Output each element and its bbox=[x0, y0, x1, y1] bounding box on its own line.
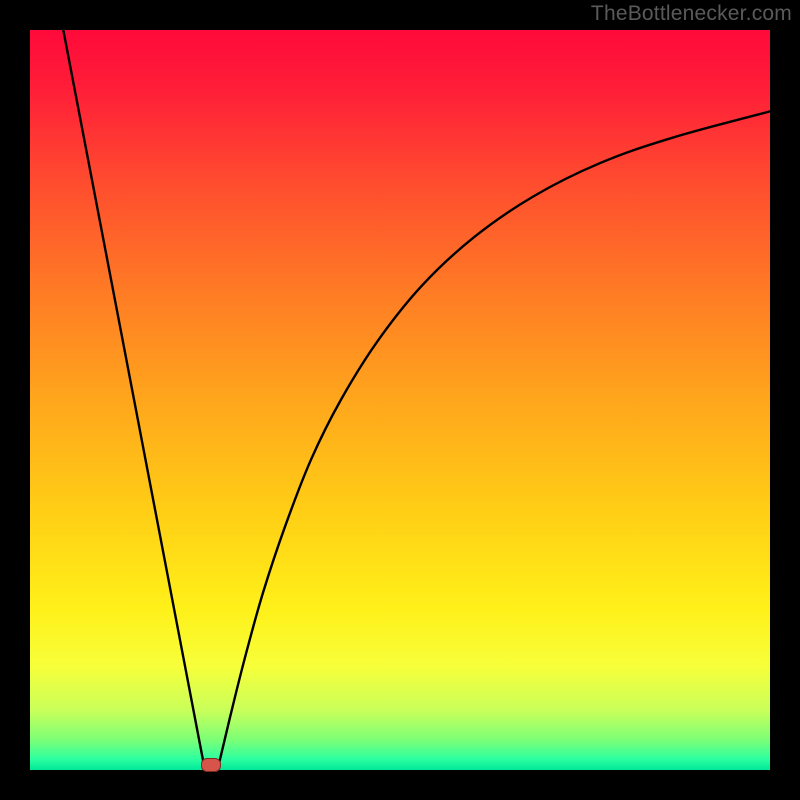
bottleneck-curve bbox=[30, 30, 770, 770]
plot-area bbox=[30, 30, 770, 770]
chart-frame: TheBottlenecker.com bbox=[0, 0, 800, 800]
curve-right-branch bbox=[219, 111, 770, 764]
optimal-point-marker bbox=[201, 758, 221, 772]
curve-left-branch bbox=[63, 30, 204, 765]
watermark-label: TheBottlenecker.com bbox=[591, 2, 792, 26]
